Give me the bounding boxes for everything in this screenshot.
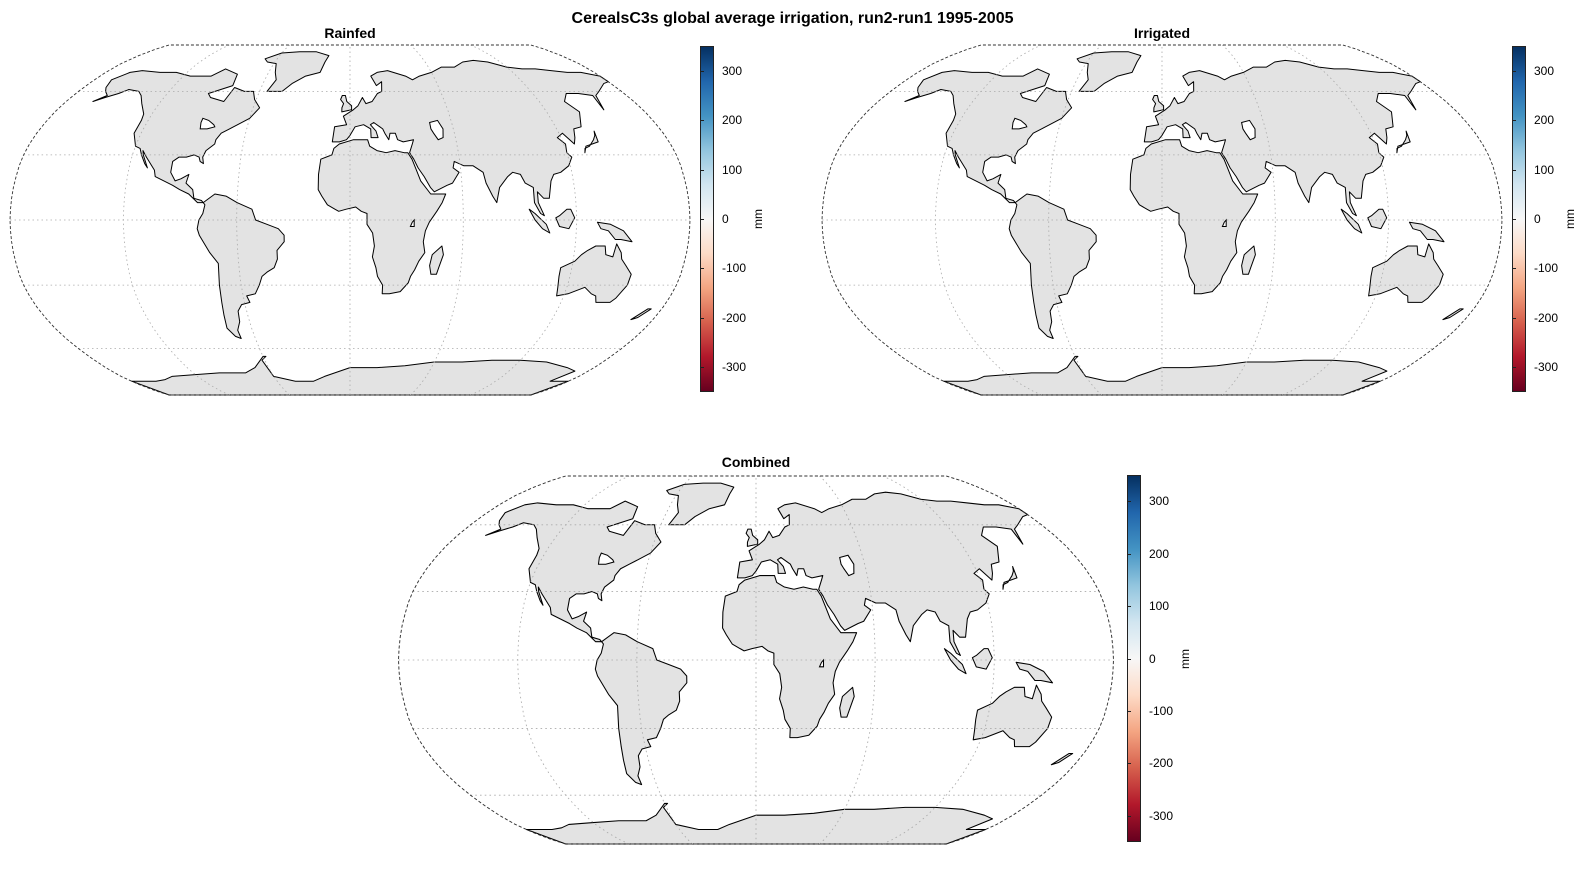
landmass-south-america (594, 632, 688, 786)
graticule (822, 44, 1502, 396)
colorbar-tick-label: 100 (1511, 164, 1554, 176)
landmass-australia (1368, 243, 1444, 303)
landmass-sumatra (528, 208, 551, 234)
graticule-meridian (122, 44, 230, 396)
colorbar-unit-label: mm (751, 209, 765, 229)
landmass-antarctica (525, 802, 993, 845)
landmass-new-zealand (630, 308, 652, 321)
colorbar-tick-label: -200 (1511, 312, 1558, 324)
lake (1221, 218, 1227, 227)
landmass-south-america (196, 193, 285, 339)
lake (1011, 117, 1028, 130)
landmass-japan (584, 130, 599, 154)
lake (818, 658, 825, 668)
colorbar-unit-label: mm (1178, 648, 1192, 669)
graticule-meridian (517, 475, 630, 845)
graticule (398, 475, 1114, 845)
landmass-japan (1002, 566, 1018, 590)
colorbar-tick-label: -300 (699, 361, 746, 373)
graticule-meridian (934, 44, 1042, 396)
landmass-japan (1396, 130, 1411, 154)
colorbar-tick-label: 100 (699, 164, 742, 176)
landmass-borneo (555, 208, 576, 230)
map-frame (398, 475, 1114, 845)
colorbar-tick-label: 200 (1126, 548, 1169, 560)
landmass-sumatra (1340, 208, 1363, 234)
colorbar-tick-label: 300 (1511, 65, 1554, 77)
landmass-new-guinea (1408, 221, 1445, 243)
colorbar-tick-label: -100 (699, 262, 746, 274)
world-map-irrigated (821, 44, 1503, 396)
panel-title-irrigated: Irrigated (1133, 25, 1190, 41)
landmass-greenland (666, 482, 735, 526)
lake (1241, 119, 1256, 141)
landmass-sumatra (943, 648, 967, 675)
panel-title-combined: Combined (721, 454, 791, 470)
landmass-eurasia (331, 59, 609, 217)
colorbar-tick-label: 0 (1127, 653, 1156, 665)
landmass-australia (556, 243, 632, 303)
colorbar-tick-label: 200 (699, 114, 742, 126)
landmass-new-zealand (1050, 752, 1074, 766)
landmass-new-guinea (596, 221, 633, 243)
colorbar-tick-label: 0 (1512, 213, 1541, 225)
landmass-borneo (1367, 208, 1388, 230)
landmass-madagascar (1241, 245, 1256, 275)
landmass-north-america (904, 68, 1073, 204)
lake (429, 119, 444, 141)
landmass-new-zealand (1442, 308, 1464, 321)
lake (839, 554, 855, 577)
landmass-greenland (1076, 51, 1142, 92)
landmass-australia (972, 684, 1053, 748)
map-frame (821, 44, 1503, 396)
land-layer (904, 51, 1464, 396)
landmass-greenland (264, 51, 330, 92)
lake (597, 552, 615, 565)
panel-title-rainfed: Rainfed (324, 25, 376, 41)
landmass-north-america (92, 68, 261, 204)
colorbar-tick-label: 300 (699, 65, 742, 77)
world-map-combined (398, 475, 1114, 845)
landmass-uk (745, 528, 759, 547)
landmass-uk (1152, 95, 1165, 113)
colorbar-tick-label: -300 (1126, 810, 1173, 822)
colorbar-tick-label: -300 (1511, 361, 1558, 373)
colorbar-tick-label: 200 (1511, 114, 1554, 126)
landmass-uk (340, 95, 353, 113)
colorbar-tick-label: -100 (1511, 262, 1558, 274)
landmass-madagascar (429, 245, 444, 275)
graticule-meridian (470, 44, 578, 396)
colorbar-tick-label: 300 (1126, 495, 1169, 507)
graticule (10, 44, 690, 396)
landmass-eurasia (1143, 59, 1421, 217)
landmass-antarctica (131, 355, 576, 396)
landmass-eurasia (736, 491, 1029, 657)
figure-title: CerealsC3s global average irrigation, ru… (571, 10, 1014, 27)
colorbar-tick-label: -100 (1126, 705, 1173, 717)
landmass-borneo (971, 648, 993, 670)
colorbar-tick-label: -200 (1126, 757, 1173, 769)
colorbar-tick-label: 0 (700, 213, 729, 225)
landmass-madagascar (839, 686, 855, 718)
landmass-south-america (1008, 193, 1097, 339)
colorbar-unit-label: mm (1563, 209, 1577, 229)
world-map-rainfed (9, 44, 691, 396)
graticule-meridian (1282, 44, 1390, 396)
landmass-antarctica (943, 355, 1388, 396)
colorbar-tick-label: 100 (1126, 600, 1169, 612)
lake (409, 218, 415, 227)
landmass-new-guinea (1015, 661, 1054, 684)
graticule-meridian (882, 475, 995, 845)
map-frame (9, 44, 691, 396)
landmass-north-america (485, 500, 662, 643)
lake (199, 117, 216, 130)
colorbar-tick-label: -200 (699, 312, 746, 324)
